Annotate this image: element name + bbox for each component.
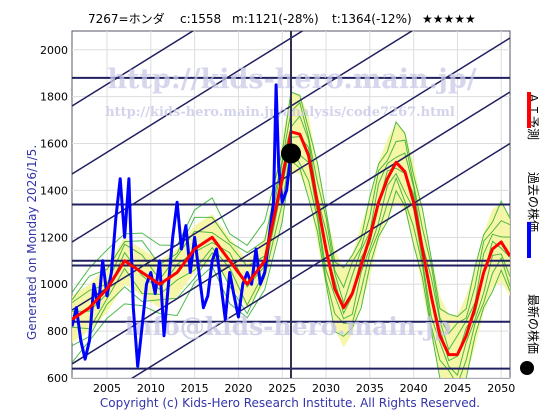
series-layer [72,83,510,368]
axis-layer: 2005 2010 2015 2020 2025 2030 2035 2040 2045 2050… [40,44,515,395]
header-mean: m:1121(-28%) [232,12,319,26]
watermark-main: http://kids-hero.main.jp/ [107,64,476,95]
x-tick-label: 2045 [443,382,471,395]
header-current: c:1558 [180,12,221,26]
legend-past-label: 過去の株価 [526,172,541,232]
plot-layer: http://kids-hero.main.jp/ http://kids-he… [72,31,510,378]
generated-date-label: Generated on Monday 2026/1/5. [25,145,39,340]
y-tick-label: 1600 [40,138,68,151]
scenario-line [72,145,510,378]
x-tick-label: 2035 [356,382,384,395]
latest-price-dot [281,143,301,164]
x-tick-label: 2005 [93,382,121,395]
y-tick-label: 2000 [40,44,68,57]
x-tick-label: 2050 [487,382,515,395]
x-tick-label: 2025 [268,382,296,395]
y-tick-label: 800 [47,325,68,338]
y-tick-label: 600 [47,372,68,385]
legend-latest-label: 最新の株価 [526,294,541,354]
ai-forecast-line [72,130,510,357]
x-tick-label: 2015 [181,382,209,395]
header-ticker: 7267=ホンダ [88,11,165,26]
header-stars: ★★★★★ [422,12,476,26]
y-tick-label: 1200 [40,231,68,244]
footer-copyright: Copyright (c) Kids-Hero Research Institu… [100,396,480,410]
scenario-line [72,141,510,377]
watermark-sub: http://kids-hero.main.jp/analysis/code72… [105,105,455,120]
legend-latest-swatch [520,361,534,375]
header-target: t:1364(-12%) [332,12,412,26]
x-tick-label: 2020 [224,382,252,395]
y-tick-label: 1000 [40,278,68,291]
watermark-email: info@kids-hero.main.jp [125,312,452,341]
forecast-band [72,92,510,378]
scenario-line [72,159,510,378]
latest-layer [281,31,301,378]
y-tick-label: 1800 [40,91,68,104]
x-tick-label: 2010 [137,382,165,395]
channel-line [72,31,195,107]
forecast-band-layer [72,92,510,378]
x-tick-label: 2030 [312,382,340,395]
y-tick-label: 1400 [40,184,68,197]
x-tick-label: 2040 [400,382,428,395]
